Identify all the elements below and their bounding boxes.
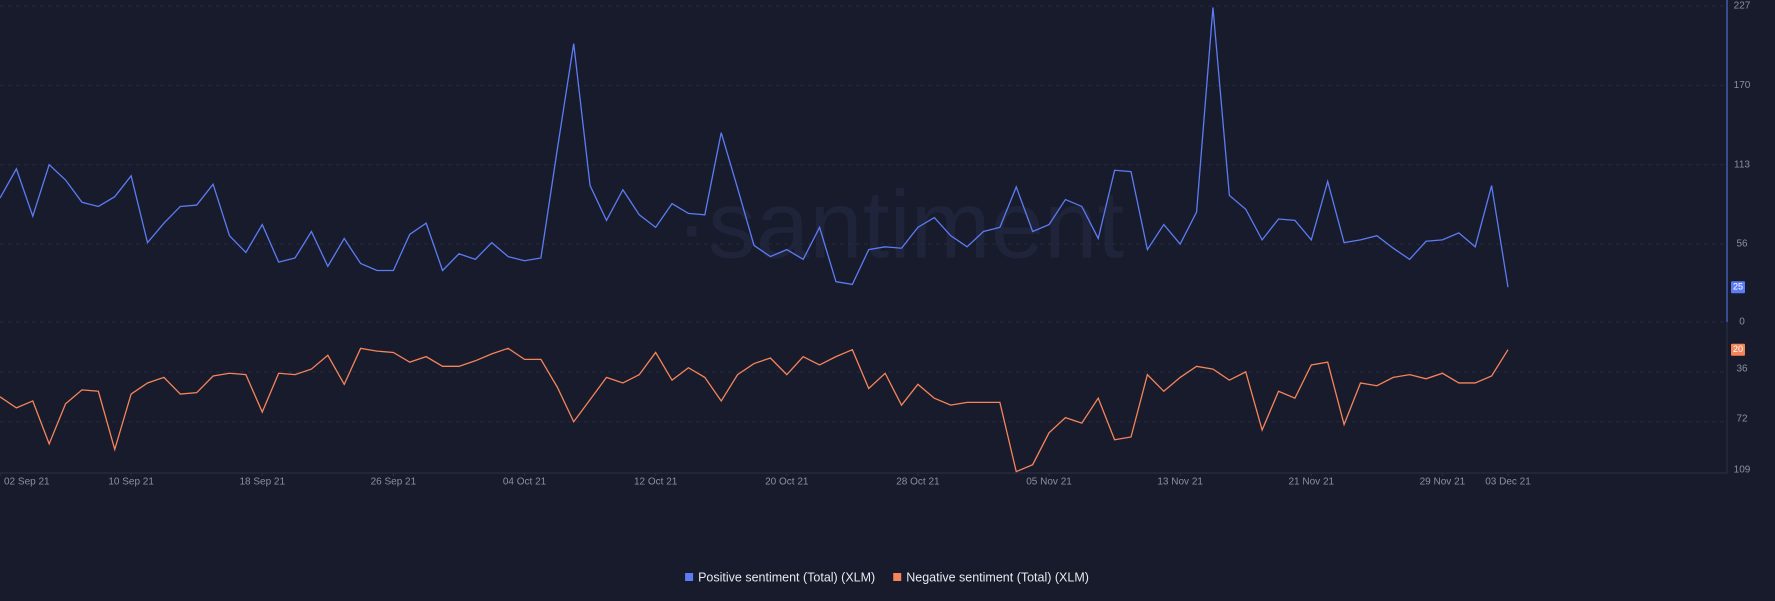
last-value-badge — [1731, 281, 1745, 294]
series-line — [0, 347, 1509, 473]
y-tick-label: 0 — [1739, 317, 1745, 328]
y2-tick-label: 72 — [1736, 413, 1748, 424]
legend-label: Negative sentiment (Total) (XLM) — [906, 570, 1089, 584]
x-tick-label: 21 Nov 21 — [1289, 477, 1335, 488]
y-tick-label: 56 — [1736, 239, 1748, 250]
x-tick-label: 05 Nov 21 — [1026, 477, 1072, 488]
x-tick-label: 10 Sep 21 — [108, 477, 154, 488]
legend-label: Positive sentiment (Total) (XLM) — [698, 570, 875, 584]
x-tick-label: 29 Nov 21 — [1420, 477, 1466, 488]
legend-swatch — [893, 573, 902, 581]
last-value-badge — [1731, 343, 1745, 356]
x-tick-label: 12 Oct 21 — [634, 477, 678, 488]
x-tick-label: 18 Sep 21 — [239, 477, 285, 488]
y2-tick-label: 109 — [1734, 465, 1751, 476]
x-tick-label: 03 Dec 21 — [1485, 477, 1531, 488]
y-tick-label: 170 — [1734, 80, 1751, 91]
series-line — [0, 7, 1509, 288]
x-tick-label: 04 Oct 21 — [503, 477, 547, 488]
last-value-label: 20 — [1733, 344, 1743, 354]
x-tick-label: 13 Nov 21 — [1157, 477, 1203, 488]
y-tick-label: 227 — [1734, 1, 1751, 12]
x-tick-label: 26 Sep 21 — [371, 477, 417, 488]
x-tick-label: 28 Oct 21 — [896, 477, 940, 488]
y2-tick-label: 36 — [1736, 364, 1748, 375]
last-value-label: 25 — [1733, 282, 1743, 292]
watermark: ·santiment — [676, 171, 1124, 278]
x-tick-label: 20 Oct 21 — [765, 477, 809, 488]
x-tick-label: 02 Sep 21 — [4, 477, 50, 488]
legend: Positive sentiment (Total) (XLM) Negative… — [685, 570, 1089, 584]
y-tick-label: 113 — [1734, 159, 1750, 170]
legend-swatch — [685, 573, 694, 581]
